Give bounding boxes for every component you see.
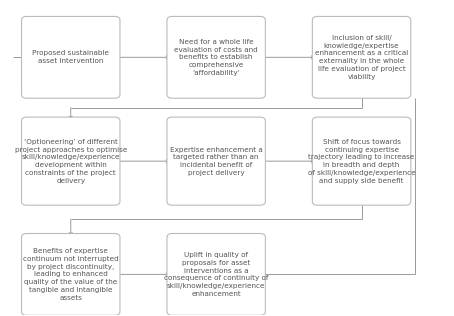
Text: Inclusion of skill/
knowledge/expertise
enhancement as a critical
externality in: Inclusion of skill/ knowledge/expertise … (315, 35, 408, 80)
FancyBboxPatch shape (21, 117, 120, 205)
Text: Uplift in quality of
proposals for asset
interventions as a
consequence of conti: Uplift in quality of proposals for asset… (164, 252, 268, 297)
Text: ‘Optioneering’ of different
project approaches to optimise
skill/knowledge/exper: ‘Optioneering’ of different project appr… (15, 139, 127, 184)
Text: Proposed sustainable
asset intervention: Proposed sustainable asset intervention (32, 51, 109, 64)
FancyBboxPatch shape (21, 16, 120, 98)
FancyBboxPatch shape (21, 234, 120, 315)
Text: Expertise enhancement a
targeted rather than an
incidental benefit of
project de: Expertise enhancement a targeted rather … (170, 147, 262, 176)
FancyBboxPatch shape (312, 117, 411, 205)
Text: Need for a whole life
evaluation of costs and
benefits to establish
comprehensiv: Need for a whole life evaluation of cost… (174, 39, 258, 76)
FancyBboxPatch shape (167, 16, 266, 98)
FancyBboxPatch shape (312, 16, 411, 98)
FancyBboxPatch shape (167, 234, 266, 315)
Text: Benefits of expertise
continuum not interrupted
by project discontinuity,
leadin: Benefits of expertise continuum not inte… (23, 248, 118, 301)
Text: Shift of focus towards
continuing expertise
trajectory leading to increase
in br: Shift of focus towards continuing expert… (308, 139, 415, 184)
FancyBboxPatch shape (167, 117, 266, 205)
